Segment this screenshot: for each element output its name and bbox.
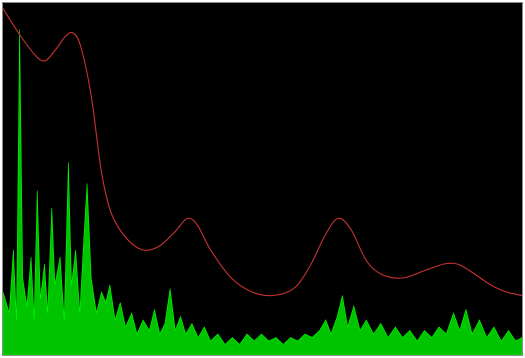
envelope-line [3,8,522,297]
spectrum-area [3,29,522,355]
envelope-line-group [3,8,522,297]
spectrum-plot [3,3,522,355]
spectrum-area-group [3,29,522,355]
